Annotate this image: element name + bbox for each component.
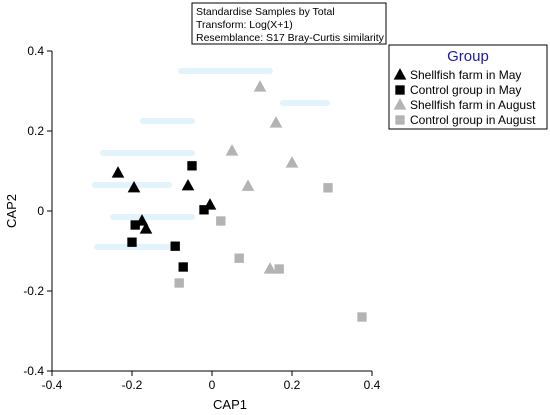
data-point-triangle bbox=[253, 80, 267, 92]
watermark-stroke bbox=[178, 68, 273, 74]
watermark-stroke bbox=[140, 118, 195, 124]
x-tick-label: 0.4 bbox=[364, 378, 381, 392]
legend-item-label: Control group in May bbox=[410, 83, 521, 97]
legend-item-label: Shellfish farm in May bbox=[410, 68, 521, 82]
data-point-square bbox=[130, 220, 140, 230]
watermark-stroke bbox=[110, 214, 195, 220]
legend-item-label: Control group in August bbox=[410, 113, 536, 127]
data-point-triangle bbox=[269, 116, 283, 128]
y-tick-label: 0.2 bbox=[27, 124, 44, 138]
annotation-box: Standardise Samples by Total Transform: … bbox=[191, 2, 387, 45]
data-point-triangle bbox=[181, 178, 195, 191]
data-point-triangle bbox=[127, 180, 141, 193]
data-point-square bbox=[395, 115, 405, 125]
data-point-triangle bbox=[393, 98, 407, 110]
data-point-triangle bbox=[285, 156, 299, 168]
x-tick-label: 0 bbox=[209, 378, 216, 392]
data-point-square bbox=[170, 241, 180, 251]
x-axis-title: CAP1 bbox=[213, 397, 247, 412]
data-point-square bbox=[178, 262, 188, 272]
data-point-square bbox=[216, 216, 226, 226]
axis-ticks: -0.4-0.4 -0.2 -0.2 0 0 0.2 0.2 0.4 0.4 bbox=[23, 44, 380, 392]
data-point-triangle bbox=[139, 222, 153, 234]
annotation-line-1: Standardise Samples by Total bbox=[196, 6, 335, 18]
y-tick-label: 0 bbox=[37, 204, 44, 218]
data-points bbox=[111, 80, 367, 322]
data-point-square bbox=[357, 312, 367, 322]
watermark-stroke bbox=[94, 244, 174, 250]
data-point-square bbox=[187, 161, 197, 171]
data-point-triangle bbox=[111, 166, 125, 178]
x-tick-label: -0.2 bbox=[122, 378, 143, 392]
data-point-triangle bbox=[241, 179, 255, 191]
y-tick-label: -0.2 bbox=[23, 284, 44, 298]
annotation-line-2: Transform: Log(X+1) bbox=[196, 19, 293, 31]
data-point-square bbox=[127, 237, 137, 247]
data-point-triangle bbox=[393, 68, 407, 80]
watermark-stroke bbox=[280, 100, 330, 106]
legend-title: Group bbox=[447, 48, 489, 65]
y-axis-title: CAP2 bbox=[4, 194, 19, 228]
background-watermark bbox=[92, 68, 330, 250]
data-point-triangle bbox=[263, 262, 277, 274]
data-point-triangle bbox=[225, 144, 239, 156]
data-point-square bbox=[274, 264, 284, 274]
annotation-frame bbox=[191, 2, 387, 45]
x-tick-label: -0.4 bbox=[42, 378, 63, 392]
data-point-square bbox=[174, 278, 184, 288]
x-tick-label: 0.2 bbox=[284, 378, 301, 392]
annotation-line-3: Resemblance: S17 Bray-Curtis similarity bbox=[196, 32, 385, 44]
data-point-square bbox=[234, 253, 244, 263]
legend-item-label: Shellfish farm in August bbox=[410, 98, 536, 112]
data-point-square bbox=[395, 85, 405, 95]
y-tick-label: 0.4 bbox=[27, 44, 44, 58]
legend-frame bbox=[388, 44, 548, 130]
y-tick-label: -0.4 bbox=[23, 364, 44, 378]
data-point-square bbox=[199, 205, 209, 215]
data-point-square bbox=[323, 183, 333, 193]
watermark-stroke bbox=[100, 150, 195, 156]
